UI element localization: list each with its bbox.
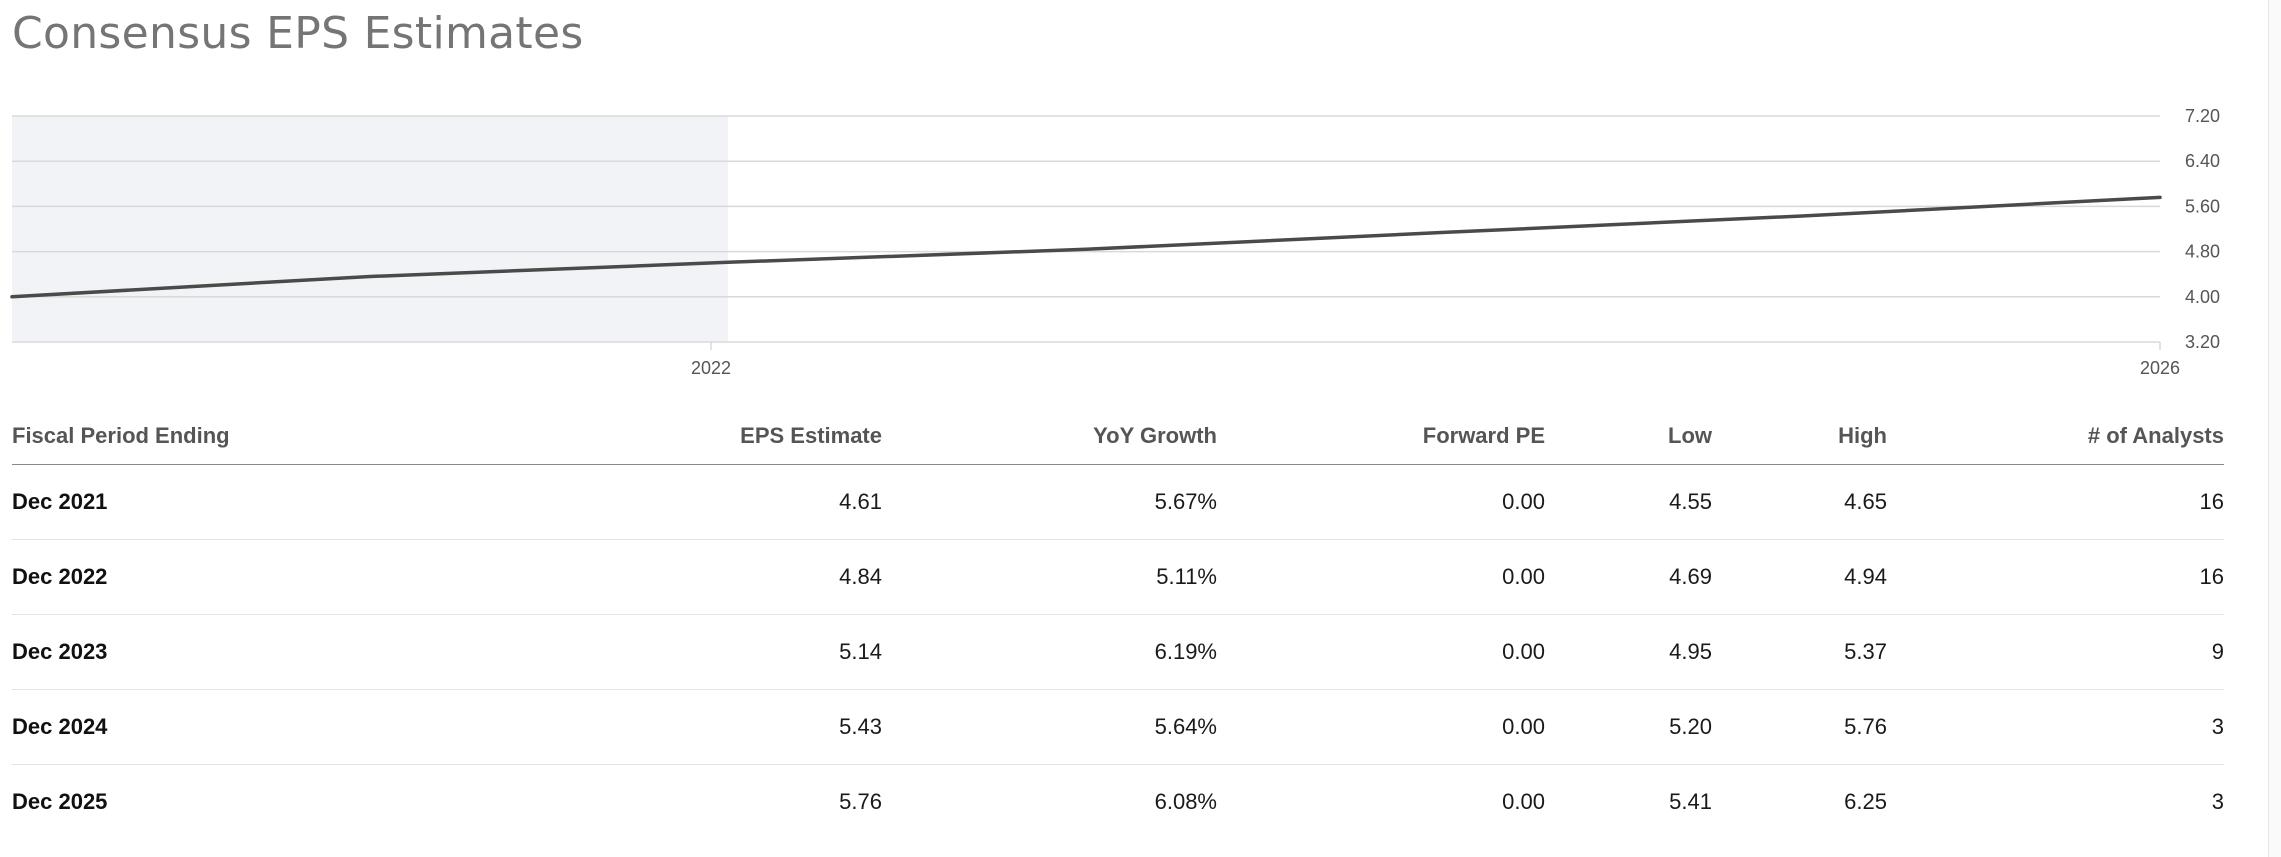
cell-analysts: 3 xyxy=(2211,789,2224,814)
y-tick-label: 4.00 xyxy=(2185,287,2220,307)
cell-yoy-growth: 5.67% xyxy=(882,464,1217,540)
historical-shading-band xyxy=(12,116,728,342)
column-header-analysts[interactable]: # of Analysts xyxy=(1887,408,2224,465)
eps-data-point xyxy=(1442,230,1446,234)
cell-eps-estimate: 4.84 xyxy=(622,539,882,615)
cell-low: 4.55 xyxy=(1545,464,1712,540)
eps-chart: 7.20 6.40 5.60 4.80 4.00 3.20 2022 2026 xyxy=(0,90,2281,390)
column-header-yoy-growth[interactable]: YoY Growth xyxy=(882,408,1217,465)
column-header-low[interactable]: Low xyxy=(1545,408,1712,465)
cell-fiscal-period: Dec 2022 xyxy=(12,539,622,615)
y-tick-label: 7.20 xyxy=(2185,106,2220,126)
cell-high: 5.37 xyxy=(1712,614,1887,690)
cell-forward-pe: 0.00 xyxy=(1502,789,1545,814)
table-row: Dec 2023 5.14 6.19% 0.00 4.95 5.37 9 xyxy=(12,614,2224,690)
cell-eps-estimate: 5.14 xyxy=(622,614,882,690)
column-header-forward-pe[interactable]: Forward PE xyxy=(1217,408,1545,465)
eps-data-point xyxy=(189,285,193,289)
cell-fiscal-period: Dec 2024 xyxy=(12,689,622,765)
cell-analysts: 3 xyxy=(1887,689,2224,765)
eps-data-point xyxy=(2158,195,2162,199)
page-title: Consensus EPS Estimates xyxy=(12,8,584,59)
eps-data-point xyxy=(10,295,14,299)
cell-high: 5.76 xyxy=(1712,689,1887,765)
cell-forward-pe: 0.00 xyxy=(1217,689,1545,765)
x-tick-label: 2022 xyxy=(691,358,731,378)
cell-low: 4.95 xyxy=(1545,614,1712,690)
cell-analysts: 16 xyxy=(1887,539,2224,615)
cell-low: 5.20 xyxy=(1545,689,1712,765)
cell-yoy-growth: 6.08% xyxy=(1154,789,1217,814)
column-header-eps-estimate[interactable]: EPS Estimate xyxy=(622,408,882,465)
y-tick-label: 6.40 xyxy=(2185,151,2220,171)
cell-analysts: 16 xyxy=(1887,464,2224,540)
cell-forward-pe: 0.00 xyxy=(1217,464,1545,540)
x-tick-label: 2026 xyxy=(2140,358,2180,378)
cell-yoy-growth: 5.64% xyxy=(882,689,1217,765)
cell-yoy-growth: 5.11% xyxy=(882,539,1217,615)
cell-low: 5.41 xyxy=(1669,789,1712,814)
eps-chart-svg: 7.20 6.40 5.60 4.80 4.00 3.20 2022 2026 xyxy=(10,106,2220,378)
eps-data-point xyxy=(368,274,372,278)
table-row: Dec 2025 5.76 6.08% 0.00 5.41 6.25 3 xyxy=(12,765,2224,840)
y-tick-label: 4.80 xyxy=(2185,242,2220,262)
table-header-row: Fiscal Period Ending EPS Estimate YoY Gr… xyxy=(12,408,2224,465)
cell-high: 6.25 xyxy=(1844,789,1887,814)
cell-high: 4.94 xyxy=(1712,539,1887,615)
cell-low: 4.69 xyxy=(1545,539,1712,615)
table-row: Dec 2024 5.43 5.64% 0.00 5.20 5.76 3 xyxy=(12,689,2224,765)
table-row: Dec 2021 4.61 5.67% 0.00 4.55 4.65 16 xyxy=(12,464,2224,540)
eps-table: Fiscal Period Ending EPS Estimate YoY Gr… xyxy=(12,408,2224,839)
eps-series-line xyxy=(10,195,2162,299)
cell-forward-pe: 0.00 xyxy=(1217,539,1545,615)
cell-eps-estimate: 5.76 xyxy=(839,789,882,814)
cell-eps-estimate: 4.61 xyxy=(622,464,882,540)
table-row: Dec 2022 4.84 5.11% 0.00 4.69 4.94 16 xyxy=(12,539,2224,615)
cell-fiscal-period: Dec 2023 xyxy=(12,614,622,690)
eps-data-point xyxy=(1084,247,1088,251)
column-header-high[interactable]: High xyxy=(1712,408,1887,465)
cell-forward-pe: 0.00 xyxy=(1217,614,1545,690)
cell-fiscal-period: Dec 2025 xyxy=(12,789,108,814)
cell-analysts: 9 xyxy=(1887,614,2224,690)
cell-fiscal-period: Dec 2021 xyxy=(12,464,622,540)
y-tick-label: 3.20 xyxy=(2185,332,2220,352)
page-scrollbar[interactable] xyxy=(2268,0,2281,857)
eps-data-point xyxy=(726,260,730,264)
cell-high: 4.65 xyxy=(1712,464,1887,540)
eps-data-point xyxy=(1800,214,1804,218)
column-header-fiscal-period[interactable]: Fiscal Period Ending xyxy=(12,408,622,465)
cell-yoy-growth: 6.19% xyxy=(882,614,1217,690)
cell-eps-estimate: 5.43 xyxy=(622,689,882,765)
y-tick-label: 5.60 xyxy=(2185,196,2220,216)
